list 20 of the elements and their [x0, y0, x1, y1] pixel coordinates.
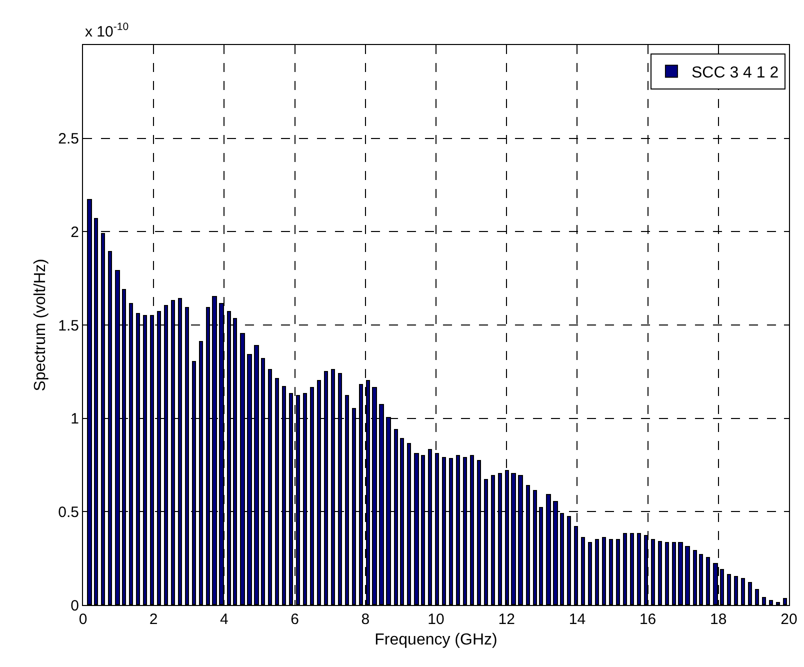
- y-tick-label: 1.5: [58, 317, 79, 334]
- y-tick-label: 0.5: [58, 504, 79, 521]
- y-axis-title: Spectrum (volt/Hz): [32, 258, 50, 392]
- x-tick-label: 6: [290, 611, 299, 628]
- x-tick-label: 14: [568, 611, 586, 628]
- x-tick-label: 8: [361, 611, 370, 628]
- y-tick-label: 0: [70, 597, 79, 614]
- x-tick-label: 4: [220, 611, 228, 628]
- y-tick-label: 2.5: [58, 130, 79, 148]
- y-tick-label: 2: [70, 224, 79, 241]
- y-tick-label: 1: [70, 410, 79, 428]
- text: x 10$^{-10}$: [85, 21, 129, 40]
- x-tick-label: 18: [710, 611, 727, 628]
- x-tick-label: 12: [498, 611, 515, 628]
- x-tick-label: 16: [639, 611, 656, 628]
- x-tick-label: 10: [428, 611, 444, 628]
- x-tick-label: 2: [149, 611, 158, 628]
- x-axis-title: Frequency (GHz): [374, 632, 498, 649]
- legend-label: SCC 3 4 1 2: [691, 64, 779, 82]
- x-tick-label: 20: [780, 611, 798, 628]
